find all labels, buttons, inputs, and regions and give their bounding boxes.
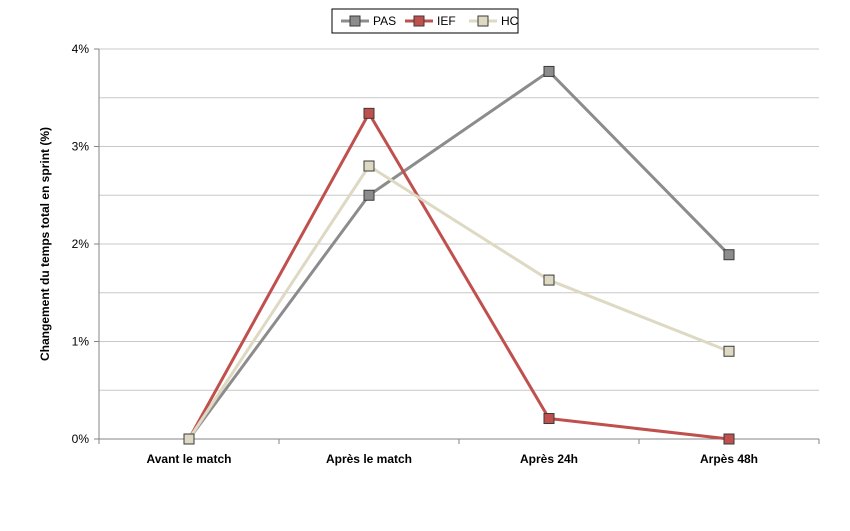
- data-point: [363, 107, 375, 119]
- data-point: [723, 433, 735, 445]
- legend-label: PAS: [373, 14, 396, 28]
- series-ief: [183, 107, 735, 445]
- x-category-labels: Avant le match Après le match Après 24h Arp…: [147, 452, 758, 466]
- y-tick-label: 3%: [72, 140, 90, 154]
- legend-item: IEF: [405, 14, 456, 28]
- legend: PAS IEF HC: [331, 8, 519, 34]
- y-axis-title: Changement du temps total en sprint (%): [38, 127, 52, 361]
- gridlines: [99, 48, 819, 440]
- data-point: [723, 345, 735, 357]
- data-point: [363, 189, 375, 201]
- x-category-label: Après 24h: [520, 452, 578, 466]
- legend-marker: [477, 15, 489, 27]
- axes: [94, 48, 820, 444]
- legend-label: HC: [501, 14, 519, 28]
- data-point: [543, 65, 555, 77]
- series-lines: [183, 65, 735, 445]
- series-hc: [183, 160, 735, 445]
- series-line: [187, 111, 730, 441]
- data-point: [183, 433, 195, 445]
- legend-marker: [349, 15, 361, 27]
- legend-marker: [413, 15, 425, 27]
- legend-label: IEF: [437, 14, 456, 28]
- legend-item: HC: [469, 14, 519, 28]
- x-category-label: Arpès 48h: [700, 452, 758, 466]
- series-line: [187, 69, 731, 440]
- y-tick-label: 4%: [72, 42, 90, 56]
- y-tick-label: 2%: [72, 237, 90, 251]
- y-tick-labels: 0% 1% 2% 3% 4%: [72, 42, 90, 446]
- y-tick-label: 0%: [72, 432, 90, 446]
- x-category-label: Avant le match: [147, 452, 232, 466]
- legend-item: PAS: [341, 14, 396, 28]
- series-pas: [183, 65, 735, 445]
- x-category-label: Après le match: [326, 452, 412, 466]
- y-tick-label: 1%: [72, 335, 90, 349]
- data-point: [723, 249, 735, 261]
- data-point: [363, 160, 375, 172]
- data-point: [543, 274, 555, 286]
- data-point: [543, 413, 555, 425]
- series-line: [187, 164, 730, 440]
